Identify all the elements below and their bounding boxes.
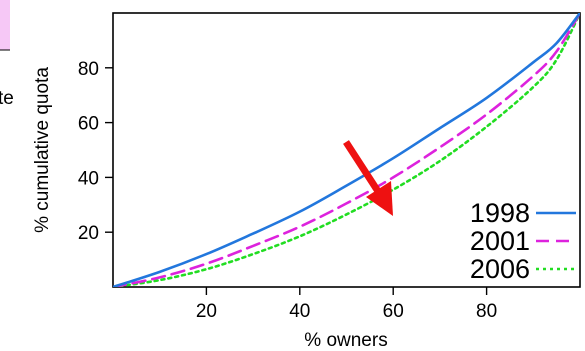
series-line-2006 [113, 13, 580, 287]
x-axis-label: % owners [304, 330, 387, 351]
y-tick-label: 60 [78, 114, 99, 135]
x-tick-label: 60 [383, 301, 404, 322]
x-tick-label: 40 [289, 301, 310, 322]
legend-label-2001: 2001 [470, 226, 530, 256]
series-lines [113, 13, 580, 287]
y-tick-label: 40 [78, 168, 99, 189]
plot-frame [112, 12, 581, 288]
trend-arrow [343, 140, 393, 216]
y-axis-label: % cumulative quota [32, 67, 53, 233]
series-line-2001 [113, 13, 580, 287]
trend-arrow-head [366, 181, 393, 216]
series-line-1998 [113, 13, 580, 287]
x-tick-label: 20 [196, 301, 217, 322]
y-tick-label: 80 [78, 59, 99, 80]
y-tick-label: 20 [78, 223, 99, 244]
cropped-legend-box [0, 0, 10, 50]
axis-ticks: 20 40 60 80 20 40 60 80 [78, 59, 497, 322]
legend-label-2006: 2006 [470, 254, 530, 284]
x-tick-label: 80 [476, 301, 497, 322]
cropped-left-label: te [0, 88, 14, 109]
legend-label-1998: 1998 [470, 198, 530, 228]
trend-arrow-shaft [343, 140, 384, 198]
